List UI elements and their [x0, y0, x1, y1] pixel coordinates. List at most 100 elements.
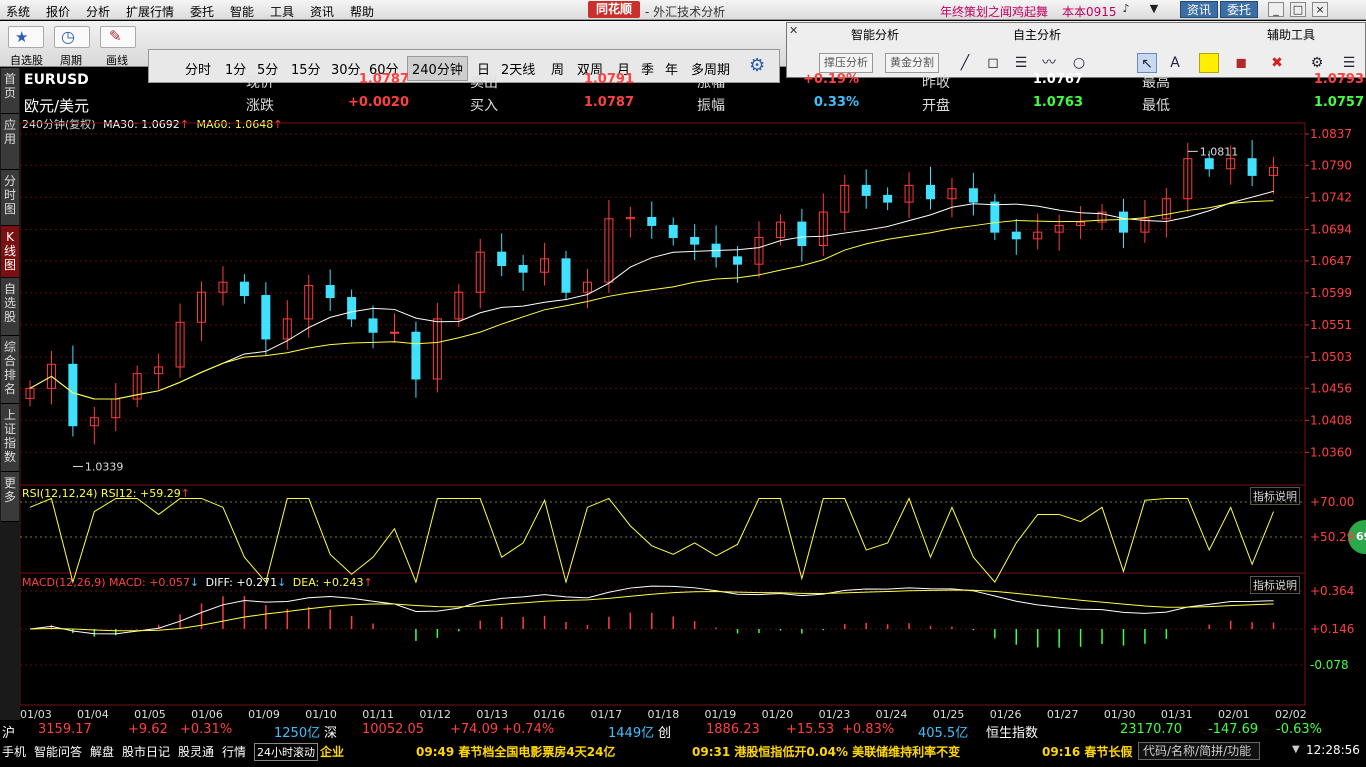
index-cell: -0.63% [1276, 722, 1322, 737]
trade-button[interactable]: 委托 [1220, 1, 1259, 18]
bottom-nav-item[interactable]: 股灵通 [178, 745, 215, 759]
bottom-nav-item[interactable]: 手机 [2, 745, 27, 759]
delete-icon[interactable]: ✖ [1271, 55, 1283, 71]
date-axis-label: 01/05 [134, 708, 166, 721]
candle-body [1269, 166, 1279, 176]
side-tab-home[interactable]: 首页 [1, 68, 19, 114]
side-tab-more[interactable]: 更多 [1, 472, 19, 522]
restore-icon[interactable]: □ [1290, 2, 1306, 17]
bottom-nav-item[interactable]: 智能问答 [34, 745, 83, 759]
price-axis-label: 1.0742 [1310, 190, 1352, 204]
period-15min[interactable]: 15分 [291, 63, 321, 78]
price-axis-label: 1.0694 [1310, 222, 1352, 236]
panel-settings-icon[interactable]: ⚙ [1310, 55, 1324, 71]
menu-extended[interactable]: 扩展行情 [126, 5, 175, 19]
kline-chart[interactable]: 1.0837 1.0790 1.0742 1.0694 1.0647 1.0599 1.05… [20, 68, 1366, 740]
side-tab-kline[interactable]: K线图 [1, 226, 19, 278]
period-60min[interactable]: 60分 [369, 63, 399, 78]
period-5min[interactable]: 5分 [257, 63, 279, 78]
menu-help[interactable]: 帮助 [350, 5, 375, 19]
aux-tools-header[interactable]: 辅助工具 [1267, 28, 1316, 42]
news-headline[interactable]: 09:49 春节档全国电影票房4天24亿 [416, 745, 616, 759]
support-resistance-button[interactable]: 撑压分析 [819, 53, 873, 73]
diff-value: DIFF: +0.271 [205, 576, 278, 589]
up-arrow-icon: ↑ [363, 576, 373, 589]
macd-explain-button[interactable]: 指标说明 [1250, 576, 1300, 594]
bottom-nav-item[interactable]: 行情 [222, 745, 247, 759]
rsi-explain-button[interactable]: 指标说明 [1250, 487, 1300, 505]
news-headline[interactable]: 企业 [320, 745, 345, 759]
period-day[interactable]: 日 [477, 63, 491, 78]
bookmark-icon[interactable]: ◼ [1235, 55, 1247, 71]
side-tab-timeshare[interactable]: 分时图 [1, 170, 19, 226]
bottom-nav-item[interactable]: 解盘 [90, 745, 115, 759]
period-week[interactable]: 周 [551, 63, 565, 78]
clock-display: 12:28:56 [1306, 743, 1360, 757]
menu-system[interactable]: 系统 [6, 5, 31, 19]
period-240min[interactable]: 240分钟 [407, 56, 468, 81]
period-multi[interactable]: 多周期 [691, 63, 731, 78]
promo-link[interactable]: 年终策划之闻鸡起舞 [940, 5, 1049, 19]
panel-menu-icon[interactable]: ☰ [1342, 55, 1356, 71]
close-icon[interactable]: × [1312, 2, 1328, 17]
draw-button[interactable]: ✎ [100, 26, 136, 48]
watchlist-button[interactable]: ★ [8, 26, 44, 48]
self-analysis-header[interactable]: 自主分析 [1013, 28, 1062, 42]
menu-news[interactable]: 资讯 [310, 5, 335, 19]
period-quarter[interactable]: 季 [641, 63, 655, 78]
pointer-icon[interactable]: ↖ [1137, 53, 1157, 73]
minimize-icon[interactable]: _ [1268, 2, 1284, 17]
panel-close-icon[interactable]: ✕ [789, 24, 799, 37]
menu-tools[interactable]: 工具 [270, 5, 295, 19]
menu-trade[interactable]: 委托 [190, 5, 215, 19]
period-2day[interactable]: 2天线 [501, 63, 536, 78]
candle-body [540, 258, 550, 273]
candle-body [904, 184, 914, 203]
search-dropdown-icon[interactable]: ▼ [1292, 744, 1300, 755]
golden-section-button[interactable]: 黄金分割 [885, 53, 939, 73]
skin-icon[interactable]: ▼ [1149, 2, 1159, 15]
channel-tool-icon[interactable]: ☰ [1014, 55, 1028, 71]
side-tab-watchlist[interactable]: 自选股 [1, 278, 19, 336]
menu-quote[interactable]: 报价 [46, 5, 71, 19]
clock-icon: ◷ [61, 27, 75, 46]
side-tab-shanghai[interactable]: 上证指数 [1, 404, 19, 472]
side-tab-apps[interactable]: 应用 [1, 114, 19, 170]
rsi-panel-frame [20, 484, 1306, 574]
color-picker-icon[interactable] [1199, 53, 1219, 73]
period-button[interactable]: ◷ [54, 26, 90, 48]
quote-label: 最高 [1142, 75, 1170, 91]
bottom-nav-item[interactable]: 股市日记 [122, 745, 171, 759]
date-axis-label: 01/20 [762, 708, 794, 721]
side-tab-ranking[interactable]: 综合排名 [1, 336, 19, 404]
smart-analysis-header[interactable]: 智能分析 [851, 28, 900, 42]
period-month[interactable]: 月 [617, 63, 631, 78]
line-tool-icon[interactable]: ╱ [960, 55, 970, 71]
candle-body [1097, 211, 1107, 223]
wave-tool-icon[interactable]: 〰 [1042, 55, 1056, 71]
text-tool-icon[interactable]: A [1170, 55, 1180, 71]
news-button[interactable]: 资讯 [1180, 1, 1219, 18]
period-30min[interactable]: 30分 [331, 63, 361, 78]
period-biweek[interactable]: 双周 [577, 63, 604, 78]
candle-body [389, 331, 399, 334]
rsi-score-badge[interactable]: 69 [1348, 520, 1366, 554]
period-year[interactable]: 年 [665, 63, 679, 78]
date-axis-label: 01/30 [1104, 708, 1136, 721]
rect-tool-icon[interactable]: ◻ [987, 55, 999, 71]
period-timeshare[interactable]: 分时 [185, 63, 212, 78]
candle-body [947, 188, 957, 200]
menu-analysis[interactable]: 分析 [86, 5, 111, 19]
index-cell: 10052.05 [362, 722, 425, 737]
app-logo: 同花顺 [588, 1, 640, 18]
bottom-nav-item[interactable]: 24小时滚动 [254, 743, 318, 761]
period-1min[interactable]: 1分 [225, 63, 247, 78]
news-headline[interactable]: 09:16 春节长假 [1042, 745, 1133, 759]
circle-tool-icon[interactable]: ○ [1072, 55, 1086, 71]
menu-smart[interactable]: 智能 [230, 5, 255, 19]
settings-gear-icon[interactable]: ⚙ [749, 55, 766, 76]
bell-icon[interactable]: ♪ [1122, 2, 1130, 15]
code-search-input[interactable]: 代码/名称/简拼/功能 [1138, 742, 1260, 760]
up-arrow-icon: ↑ [180, 487, 190, 500]
news-headline[interactable]: 09:31 港股恒指低开0.04% 美联储维持利率不变 [692, 745, 961, 759]
